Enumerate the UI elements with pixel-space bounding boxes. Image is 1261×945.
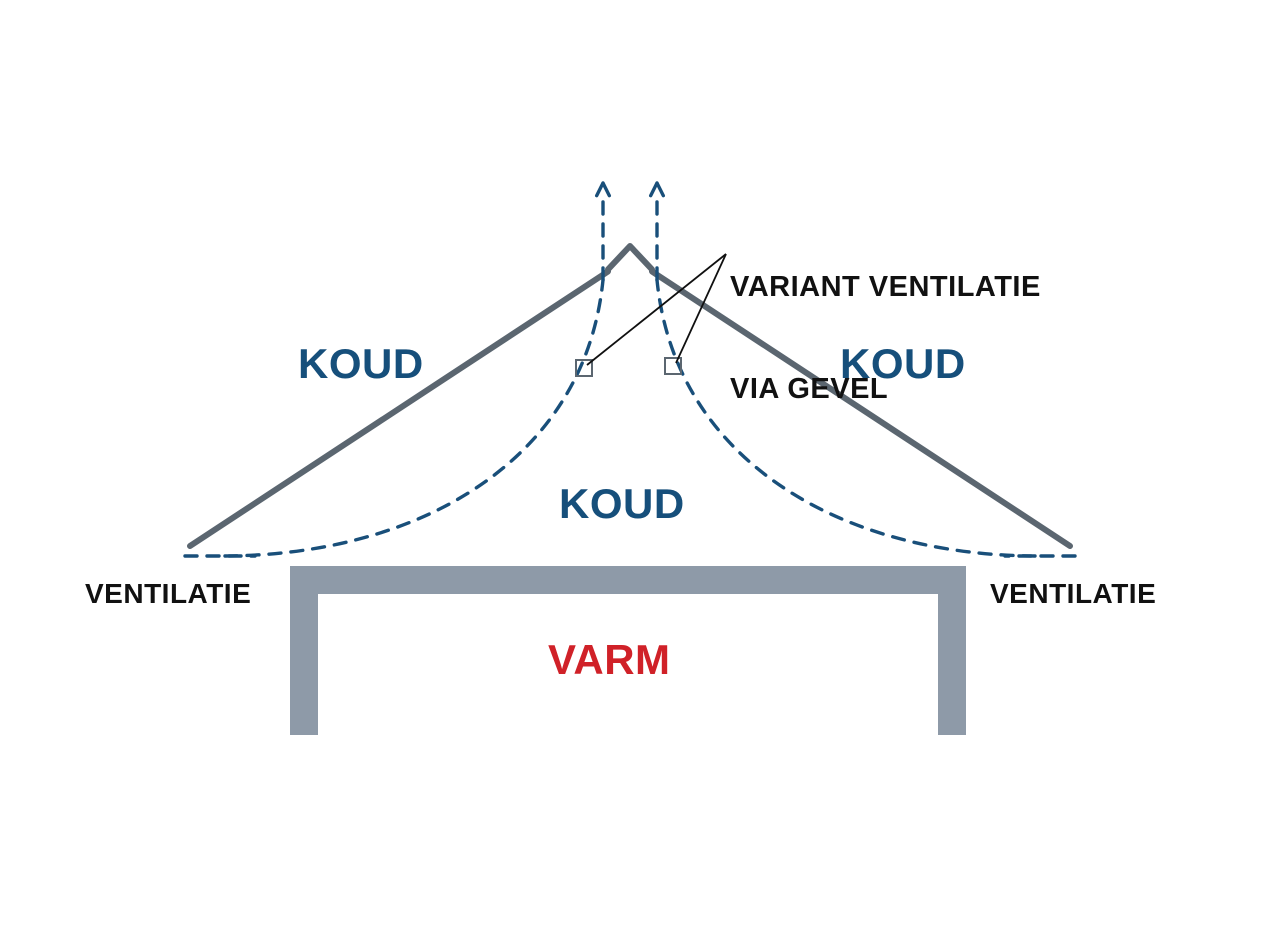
airflow-left xyxy=(225,280,603,556)
label-koud-right: KOUD xyxy=(840,340,966,388)
diagram-stage: VARIANT VENTILATIE VIA GEVEL KOUD KOUD K… xyxy=(0,0,1261,945)
pointer-to-right-marker xyxy=(676,254,726,363)
label-varm: VARM xyxy=(548,636,671,684)
exhaust-left-arrowhead xyxy=(597,183,610,196)
ridge-cap xyxy=(608,246,652,269)
exhaust-right-arrowhead xyxy=(651,183,664,196)
roof-slope-left xyxy=(190,271,608,546)
diagram-svg xyxy=(0,0,1261,945)
label-koud-center: KOUD xyxy=(559,480,685,528)
label-koud-left: KOUD xyxy=(298,340,424,388)
label-ventilatie-right: VENTILATIE xyxy=(990,578,1156,610)
label-variant-line1: VARIANT VENTILATIE xyxy=(730,270,1041,304)
label-ventilatie-left: VENTILATIE xyxy=(85,578,251,610)
label-variant-ventilatie: VARIANT VENTILATIE VIA GEVEL xyxy=(730,202,1041,474)
